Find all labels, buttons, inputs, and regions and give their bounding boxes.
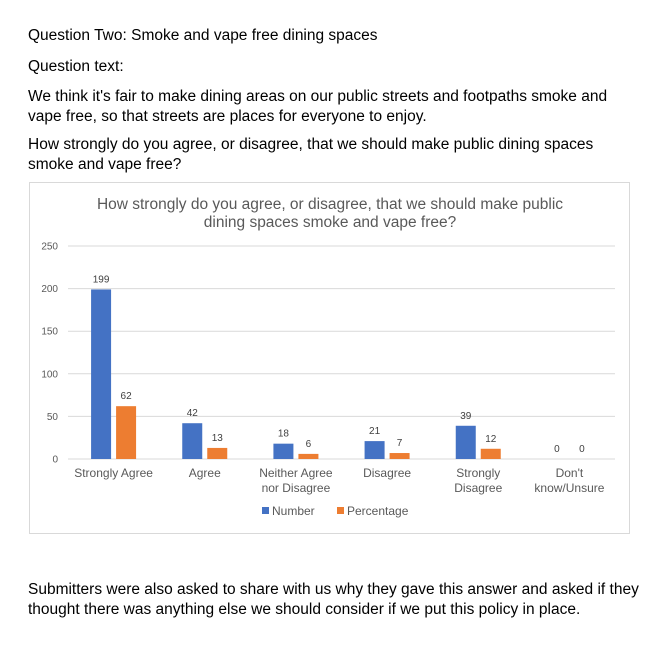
footer-text: Submitters were also asked to share with… bbox=[28, 581, 639, 618]
category-label: Strongly bbox=[456, 466, 500, 480]
legend-swatch-number bbox=[262, 507, 269, 514]
data-label: 21 bbox=[369, 426, 381, 437]
category-label: Agree bbox=[189, 466, 221, 480]
question-text: How strongly do you agree, or disagree, … bbox=[28, 136, 594, 173]
data-label: 39 bbox=[460, 411, 472, 422]
y-tick-label: 0 bbox=[52, 455, 58, 466]
chart-title-line: How strongly do you agree, or disagree, … bbox=[97, 196, 563, 213]
data-label: 7 bbox=[397, 438, 403, 449]
bar-percentage bbox=[480, 448, 501, 459]
category-label: Disagree bbox=[363, 466, 411, 480]
chart-title-line: dining spaces smoke and vape free? bbox=[204, 214, 457, 231]
data-label: 13 bbox=[212, 433, 224, 444]
bar-chart: How strongly do you agree, or disagree, … bbox=[41, 196, 615, 518]
data-label: 0 bbox=[579, 444, 585, 455]
data-label: 199 bbox=[93, 274, 110, 285]
legend-swatch-percentage bbox=[337, 507, 344, 514]
bar-percentage bbox=[298, 453, 319, 459]
category-label: know/Unsure bbox=[534, 481, 604, 495]
data-label: 6 bbox=[306, 439, 312, 450]
category-label: Strongly Agree bbox=[74, 466, 153, 480]
y-tick-label: 50 bbox=[47, 412, 59, 423]
y-tick-label: 250 bbox=[41, 242, 58, 253]
data-label: 12 bbox=[485, 434, 497, 445]
question-statement: We think it's fair to make dining areas … bbox=[28, 88, 608, 125]
y-tick-label: 200 bbox=[41, 284, 58, 295]
y-tick-label: 100 bbox=[41, 369, 58, 380]
y-tick-label: 150 bbox=[41, 327, 58, 338]
bar-percentage bbox=[207, 447, 228, 459]
legend-label: Number bbox=[272, 504, 315, 518]
bar-number bbox=[455, 425, 476, 459]
bar-number bbox=[91, 289, 112, 459]
bar-number bbox=[273, 443, 294, 459]
category-label: Disagree bbox=[454, 481, 502, 495]
section-heading: Question Two: Smoke and vape free dining… bbox=[28, 27, 378, 44]
bar-percentage bbox=[116, 406, 137, 459]
chart-container: How strongly do you agree, or disagree, … bbox=[29, 182, 630, 534]
category-label: Neither Agree bbox=[259, 466, 333, 480]
bar-number bbox=[364, 441, 385, 459]
data-label: 18 bbox=[278, 429, 290, 440]
category-label: nor Disagree bbox=[262, 481, 331, 495]
category-label: Don't bbox=[556, 466, 584, 480]
data-label: 0 bbox=[554, 444, 560, 455]
bar-number bbox=[182, 423, 203, 459]
legend-label: Percentage bbox=[347, 504, 409, 518]
bar-percentage bbox=[389, 453, 410, 459]
data-label: 62 bbox=[121, 391, 133, 402]
question-label: Question text: bbox=[28, 58, 124, 75]
data-label: 42 bbox=[187, 408, 199, 419]
